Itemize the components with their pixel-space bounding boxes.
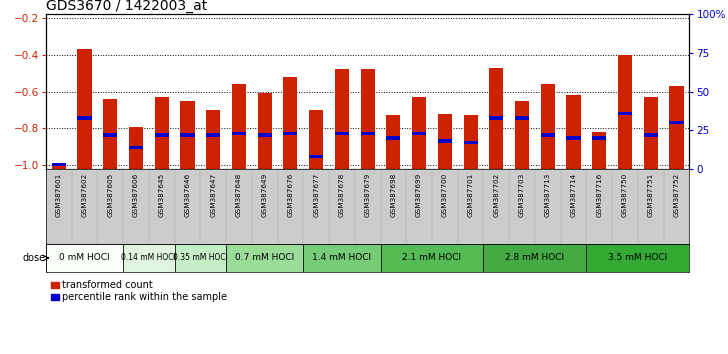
Bar xyxy=(360,69,375,169)
Bar xyxy=(670,121,684,124)
Legend: transformed count, percentile rank within the sample: transformed count, percentile rank withi… xyxy=(51,280,227,302)
Bar xyxy=(309,110,323,169)
Bar xyxy=(181,101,194,169)
Bar xyxy=(438,114,452,169)
Bar xyxy=(541,133,555,137)
Bar xyxy=(335,132,349,135)
Bar xyxy=(129,145,143,149)
Bar xyxy=(283,77,298,169)
Bar xyxy=(123,244,175,272)
Bar xyxy=(464,141,478,144)
Bar xyxy=(258,133,272,137)
Text: GSM387678: GSM387678 xyxy=(339,173,345,217)
Bar xyxy=(175,244,226,272)
Bar xyxy=(618,55,632,169)
Text: 2.8 mM HOCl: 2.8 mM HOCl xyxy=(505,253,564,263)
Bar xyxy=(593,132,606,169)
Text: 0.35 mM HOCl: 0.35 mM HOCl xyxy=(173,253,228,263)
Bar xyxy=(103,133,117,137)
Bar xyxy=(541,84,555,169)
Text: GSM387647: GSM387647 xyxy=(210,173,216,217)
Text: GSM387606: GSM387606 xyxy=(133,173,139,217)
Bar xyxy=(381,244,483,272)
Text: dose: dose xyxy=(23,253,45,263)
Bar xyxy=(593,136,606,140)
Bar xyxy=(670,86,684,169)
Bar xyxy=(412,97,426,169)
Bar xyxy=(46,244,123,272)
Bar xyxy=(258,93,272,169)
Text: GSM387699: GSM387699 xyxy=(416,173,422,217)
Text: GSM387601: GSM387601 xyxy=(56,173,62,217)
Text: GSM387648: GSM387648 xyxy=(236,173,242,217)
Bar xyxy=(483,244,587,272)
Bar xyxy=(438,139,452,143)
Bar xyxy=(360,132,375,135)
Text: 2.1 mM HOCl: 2.1 mM HOCl xyxy=(403,253,462,263)
Text: GSM387698: GSM387698 xyxy=(390,173,396,217)
Text: GSM387714: GSM387714 xyxy=(571,173,577,217)
Text: GSM387701: GSM387701 xyxy=(467,173,474,217)
Bar xyxy=(206,110,221,169)
Text: GSM387752: GSM387752 xyxy=(673,173,679,217)
Text: GSM387700: GSM387700 xyxy=(442,173,448,217)
Text: GSM387676: GSM387676 xyxy=(288,173,293,217)
Bar xyxy=(309,155,323,158)
Bar xyxy=(77,116,92,120)
Bar xyxy=(52,165,66,169)
Bar xyxy=(103,99,117,169)
Bar xyxy=(52,163,66,166)
Text: GSM387703: GSM387703 xyxy=(519,173,525,217)
Bar xyxy=(515,116,529,120)
Bar xyxy=(618,112,632,115)
Bar xyxy=(489,68,504,169)
Bar xyxy=(489,116,504,120)
Bar xyxy=(77,49,92,169)
Text: GSM387605: GSM387605 xyxy=(107,173,114,217)
Bar xyxy=(181,133,194,137)
Bar xyxy=(587,244,689,272)
Bar xyxy=(566,136,581,140)
Bar xyxy=(566,95,581,169)
Text: GSM387713: GSM387713 xyxy=(545,173,551,217)
Text: GSM387716: GSM387716 xyxy=(596,173,602,217)
Bar xyxy=(232,84,246,169)
Text: GSM387751: GSM387751 xyxy=(648,173,654,217)
Text: 0.14 mM HOCl: 0.14 mM HOCl xyxy=(122,253,176,263)
Bar xyxy=(412,132,426,135)
Bar xyxy=(129,127,143,169)
Text: GDS3670 / 1422003_at: GDS3670 / 1422003_at xyxy=(46,0,207,13)
Bar xyxy=(387,115,400,169)
Bar xyxy=(206,133,221,137)
Text: 3.5 mM HOCl: 3.5 mM HOCl xyxy=(609,253,668,263)
Bar xyxy=(335,69,349,169)
Bar xyxy=(154,97,169,169)
Bar xyxy=(515,101,529,169)
Text: GSM387602: GSM387602 xyxy=(82,173,87,217)
Bar xyxy=(644,97,658,169)
Bar xyxy=(283,132,298,135)
Text: GSM387649: GSM387649 xyxy=(261,173,268,217)
Text: GSM387677: GSM387677 xyxy=(313,173,319,217)
Bar xyxy=(644,133,658,137)
Bar xyxy=(226,244,304,272)
Text: GSM387646: GSM387646 xyxy=(184,173,191,217)
Text: GSM387645: GSM387645 xyxy=(159,173,165,217)
Text: GSM387702: GSM387702 xyxy=(494,173,499,217)
Bar xyxy=(232,132,246,135)
Bar xyxy=(304,244,381,272)
Bar xyxy=(387,136,400,140)
Text: 1.4 mM HOCl: 1.4 mM HOCl xyxy=(312,253,371,263)
Bar xyxy=(154,133,169,137)
Text: GSM387750: GSM387750 xyxy=(622,173,628,217)
Bar xyxy=(464,115,478,169)
Text: 0.7 mM HOCl: 0.7 mM HOCl xyxy=(235,253,294,263)
Text: GSM387679: GSM387679 xyxy=(365,173,371,217)
Text: 0 mM HOCl: 0 mM HOCl xyxy=(59,253,110,263)
